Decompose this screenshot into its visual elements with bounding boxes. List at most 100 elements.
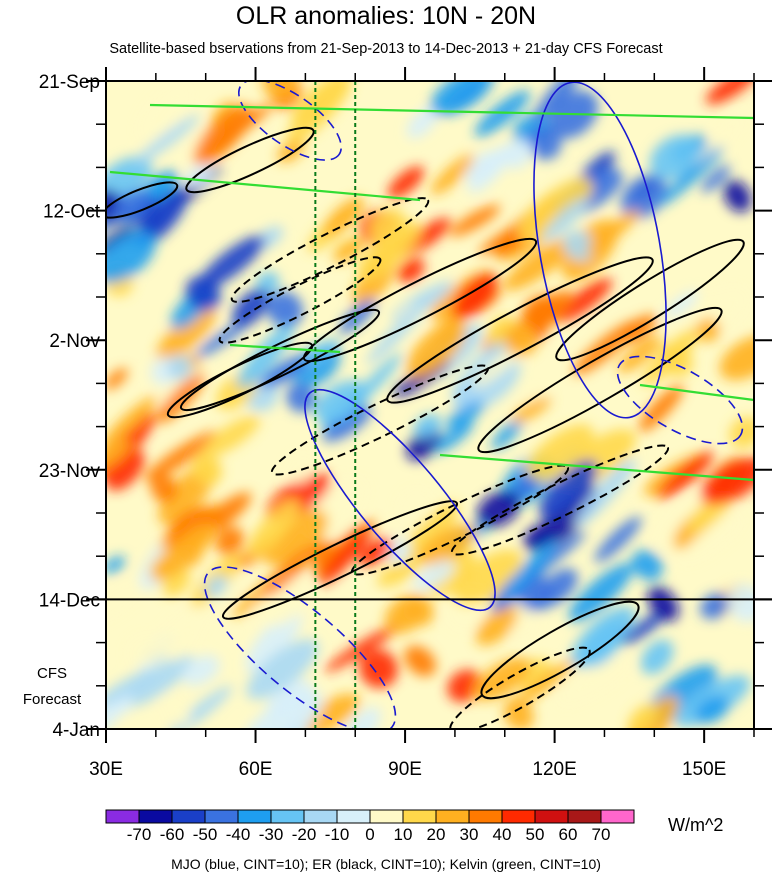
er-contour [449,646,591,729]
anomaly-blob [430,81,494,116]
plot-border [105,80,755,730]
anomaly-blob [642,326,701,386]
kelvin-contour [229,343,341,354]
anomaly-blob [122,655,193,708]
er-contour [218,256,382,344]
x-tick-label: 90E [388,759,422,780]
anomaly-blob [503,540,556,600]
er-contour [166,341,314,419]
anomaly-blob [152,601,215,656]
anomaly-blob [517,576,554,612]
anomaly-blob [585,209,640,255]
anomaly-blob [106,396,157,448]
colorbar-swatch [204,809,239,824]
y-tick-label: 2-Nov [49,331,100,352]
anomaly-blob [324,623,402,673]
anomaly-blob [144,431,217,482]
er-contour [450,444,670,556]
anomaly-blob [127,635,161,667]
colorbar-swatch [534,809,569,824]
anomaly-blob [694,695,730,724]
y-tick-label: 23-Nov [39,461,101,482]
anomaly-blob [406,106,438,139]
anomaly-blob [406,428,442,461]
forecast-label-line1: CFS [37,665,67,682]
colorbar-swatch [138,809,173,824]
anomaly-blob [170,627,203,661]
anomaly-blob [594,516,642,563]
anomaly-blob [464,150,500,182]
anomaly-blob [620,174,668,219]
anomaly-blob [631,550,663,581]
colorbar-label: -30 [259,825,284,844]
anomaly-blob [434,420,474,453]
er-contour [302,237,538,363]
chart-title: OLR anomalies: 10N - 20N [235,2,537,30]
anomaly-blob [685,292,714,324]
anomaly-blob [413,560,455,591]
x-tick-label: 120E [532,759,576,780]
anomaly-blob [511,396,551,424]
anomaly-blob [398,489,432,524]
anomaly-blob [557,278,613,322]
olr-anomaly-field [106,81,754,729]
y-tick-label: 21-Sep [39,72,100,93]
anomaly-blob [198,235,266,290]
anomaly-blob [159,368,201,402]
anomaly-blob [618,336,662,374]
y-tick-label: 12-Oct [43,202,101,223]
anomaly-blob [472,657,531,701]
er-contour [350,464,570,576]
er-contour [477,306,723,454]
anomaly-blob [262,546,316,597]
anomaly-blob [507,141,533,170]
anomaly-blob [319,526,372,586]
anomaly-blob [475,605,518,646]
anomaly-blob [182,655,220,686]
anomaly-blob [582,621,625,667]
y-axis: 21-Sep 12-Oct 2-Nov 23-Nov 14-Dec 4-Jan [39,72,772,741]
anomaly-blob [503,698,534,729]
anomaly-blob [277,139,305,163]
anomaly-blob [195,320,249,358]
colorbar-swatch [303,809,338,824]
colorbar-swatch [501,809,536,824]
anomaly-blob [680,514,741,563]
reference-lines [314,81,357,729]
y-tick-label: 4-Jan [52,720,100,741]
anomaly-blob [700,457,754,505]
colorbar-swatch [567,809,602,824]
field-blobs [106,81,754,729]
kelvin-contour [149,103,754,120]
anomaly-blob [167,355,193,381]
anomaly-blob [453,549,523,606]
x-tick-label: 30E [89,759,123,780]
colorbar-label: -60 [160,825,185,844]
anomaly-blob [558,655,631,705]
anomaly-blob [106,225,134,255]
anomaly-blob [538,459,598,519]
mjo-contour [304,388,496,612]
anomaly-blob [184,164,214,189]
colorbar: -70 -60 -50 -40 -30 -20 -10 0 10 20 30 40 50 60 70 [105,809,635,844]
anomaly-blob [640,639,674,675]
anomaly-blob [430,154,475,195]
anomaly-blob [193,104,252,166]
colorbar-label: 50 [526,825,545,844]
anomaly-blob [106,698,124,729]
er-contour [221,500,459,620]
anomaly-blob [134,114,200,165]
colorbar-label: -10 [325,825,350,844]
colorbar-label: -40 [226,825,251,844]
colorbar-swatch [468,809,503,824]
anomaly-blob [256,271,280,294]
anomaly-blob [106,581,143,624]
anomaly-blob [191,452,223,486]
anomaly-blob [534,486,599,550]
anomaly-blob [396,257,425,283]
anomaly-blob [237,324,294,389]
colorbar-label: 20 [427,825,446,844]
anomaly-blob [453,357,521,413]
anomaly-blob [106,449,145,491]
plot-frame [86,80,772,730]
